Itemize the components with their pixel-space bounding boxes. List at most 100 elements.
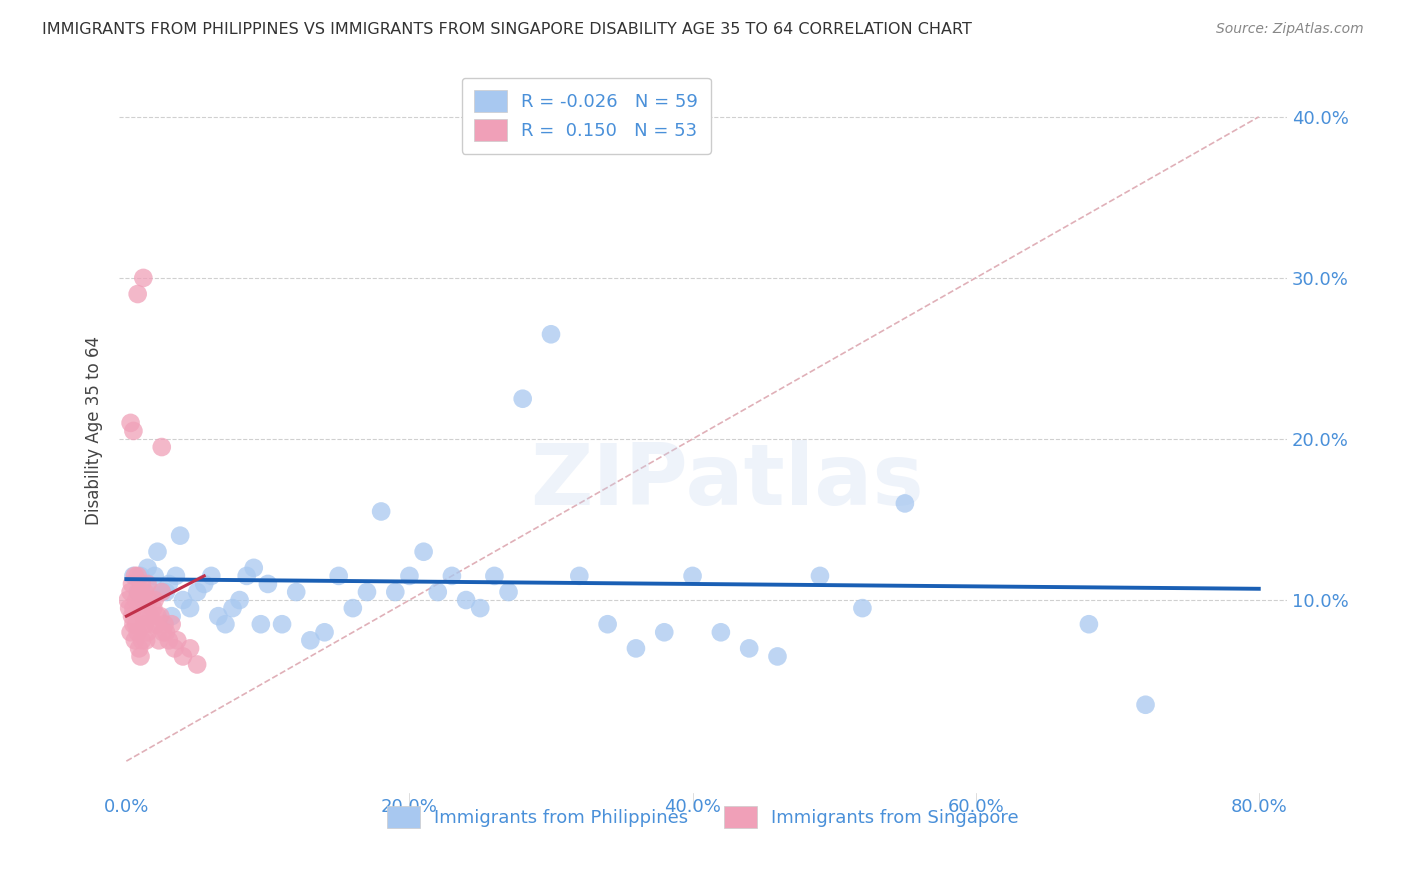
Point [157, 633, 180, 648]
Point [127, 585, 149, 599]
Point [356, 585, 378, 599]
Point [165, 569, 187, 583]
Point [132, 271, 155, 285]
Point [143, 593, 166, 607]
Point [141, 617, 163, 632]
Point [426, 585, 449, 599]
Point [186, 585, 208, 599]
Point [157, 577, 180, 591]
Point [128, 585, 150, 599]
Text: ZIPatlas: ZIPatlas [530, 440, 924, 524]
Point [484, 569, 506, 583]
Point [1077, 617, 1099, 632]
Point [122, 424, 145, 438]
Point [141, 585, 163, 599]
Point [122, 617, 145, 632]
Point [146, 609, 169, 624]
Point [179, 601, 201, 615]
Point [150, 440, 173, 454]
Point [122, 601, 145, 615]
Point [163, 641, 186, 656]
Point [398, 569, 420, 583]
Point [242, 561, 264, 575]
Point [155, 585, 177, 599]
Point [470, 601, 492, 615]
Point [200, 569, 222, 583]
Point [166, 633, 188, 648]
Point [160, 609, 183, 624]
Point [120, 625, 142, 640]
Point [512, 392, 534, 406]
Point [152, 625, 174, 640]
Point [221, 601, 243, 615]
Point [228, 593, 250, 607]
Point [1135, 698, 1157, 712]
Point [129, 569, 152, 583]
Point [851, 601, 873, 615]
Point [454, 593, 477, 607]
Point [150, 585, 173, 599]
Point [384, 585, 406, 599]
Point [121, 609, 143, 624]
Point [132, 609, 155, 624]
Point [143, 569, 166, 583]
Point [145, 617, 167, 632]
Point [172, 593, 194, 607]
Point [328, 569, 350, 583]
Point [131, 577, 153, 591]
Text: IMMIGRANTS FROM PHILIPPINES VS IMMIGRANTS FROM SINGAPORE DISABILITY AGE 35 TO 64: IMMIGRANTS FROM PHILIPPINES VS IMMIGRANT… [42, 22, 972, 37]
Point [498, 585, 520, 599]
Point [153, 617, 176, 632]
Y-axis label: Disability Age 35 to 64: Disability Age 35 to 64 [86, 336, 103, 525]
Point [122, 569, 145, 583]
Point [155, 625, 177, 640]
Point [440, 569, 463, 583]
Point [235, 569, 257, 583]
Point [412, 545, 434, 559]
Point [710, 625, 733, 640]
Point [766, 649, 789, 664]
Point [342, 601, 364, 615]
Point [139, 609, 162, 624]
Point [131, 633, 153, 648]
Point [540, 327, 562, 342]
Point [148, 633, 170, 648]
Point [894, 496, 917, 510]
Point [132, 593, 155, 607]
Point [299, 633, 322, 648]
Point [121, 577, 143, 591]
Point [568, 569, 591, 583]
Point [127, 625, 149, 640]
Text: Source: ZipAtlas.com: Source: ZipAtlas.com [1216, 22, 1364, 37]
Point [214, 617, 236, 632]
Point [135, 633, 157, 648]
Point [186, 657, 208, 672]
Point [125, 617, 148, 632]
Point [682, 569, 704, 583]
Point [314, 625, 336, 640]
Point [172, 649, 194, 664]
Point [136, 577, 159, 591]
Point [120, 585, 142, 599]
Point [127, 287, 149, 301]
Point [136, 561, 159, 575]
Point [124, 633, 146, 648]
Point [146, 545, 169, 559]
Point [257, 577, 280, 591]
Point [118, 601, 141, 615]
Point [207, 609, 229, 624]
Point [142, 601, 165, 615]
Point [149, 609, 172, 624]
Point [124, 569, 146, 583]
Point [134, 617, 156, 632]
Point [160, 617, 183, 632]
Point [808, 569, 831, 583]
Point [596, 617, 619, 632]
Point [134, 585, 156, 599]
Point [370, 504, 392, 518]
Point [150, 585, 173, 599]
Point [285, 585, 308, 599]
Point [129, 585, 152, 599]
Point [179, 641, 201, 656]
Point [250, 617, 273, 632]
